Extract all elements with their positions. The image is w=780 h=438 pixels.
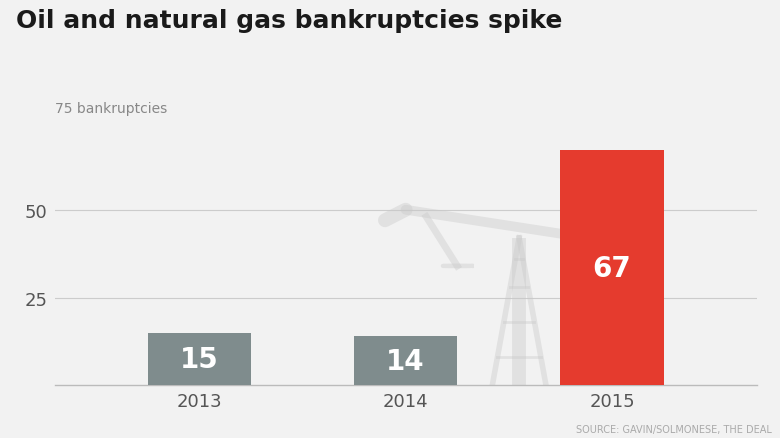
Text: 15: 15: [179, 345, 218, 373]
Text: 14: 14: [386, 347, 425, 375]
Text: SOURCE: GAVIN/SOLMONESE, THE DEAL: SOURCE: GAVIN/SOLMONESE, THE DEAL: [576, 424, 772, 434]
Bar: [147, 333, 250, 385]
Bar: [561, 151, 664, 385]
Text: Oil and natural gas bankruptcies spike: Oil and natural gas bankruptcies spike: [16, 9, 562, 33]
Text: 67: 67: [593, 254, 632, 282]
Bar: [354, 336, 457, 385]
Text: 75 bankruptcies: 75 bankruptcies: [55, 102, 167, 116]
